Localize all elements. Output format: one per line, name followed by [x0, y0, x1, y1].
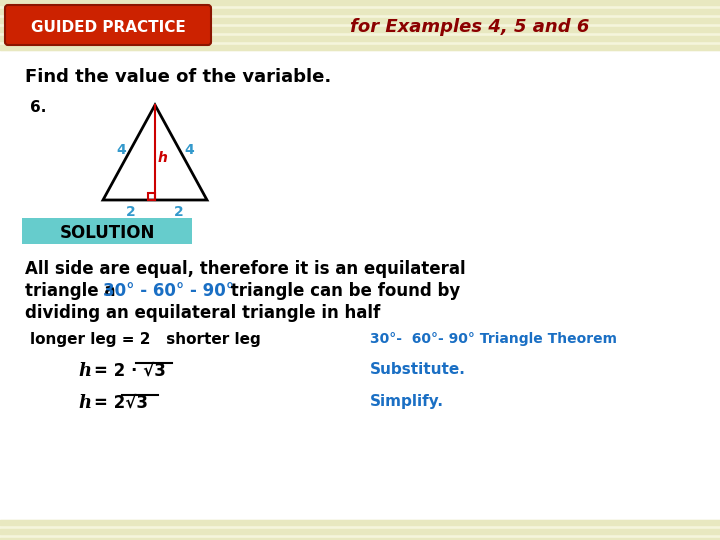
- Text: h: h: [158, 151, 168, 165]
- Text: 4: 4: [184, 144, 194, 158]
- Bar: [0, 45, 720, 50]
- Text: triangle can be found by: triangle can be found by: [225, 282, 460, 300]
- Text: h: h: [78, 394, 91, 412]
- Bar: [0, 9, 720, 14]
- Bar: [0, 538, 720, 540]
- Text: Find the value of the variable.: Find the value of the variable.: [25, 68, 331, 86]
- Text: 2: 2: [126, 205, 136, 219]
- Text: GUIDED PRACTICE: GUIDED PRACTICE: [31, 19, 185, 35]
- Text: for Examples 4, 5 and 6: for Examples 4, 5 and 6: [350, 18, 590, 36]
- Bar: [148, 193, 155, 200]
- Bar: [0, 0, 720, 5]
- Text: 6.: 6.: [30, 100, 46, 115]
- Text: longer leg = 2   shorter leg: longer leg = 2 shorter leg: [30, 332, 261, 347]
- Text: triangle a: triangle a: [25, 282, 121, 300]
- Text: Substitute.: Substitute.: [370, 362, 466, 377]
- Text: = 2√3: = 2√3: [94, 394, 148, 412]
- Text: 30°-  60°- 90° Triangle Theorem: 30°- 60°- 90° Triangle Theorem: [370, 332, 617, 346]
- Text: SOLUTION: SOLUTION: [59, 224, 155, 242]
- Text: All side are equal, therefore it is an equilateral: All side are equal, therefore it is an e…: [25, 260, 466, 278]
- Text: dividing an equilateral triangle in half: dividing an equilateral triangle in half: [25, 304, 380, 322]
- Bar: [0, 529, 720, 534]
- Bar: [0, 0, 720, 50]
- Bar: [0, 18, 720, 23]
- Text: 2: 2: [174, 205, 184, 219]
- Text: 30° - 60° - 90°: 30° - 60° - 90°: [103, 282, 234, 300]
- Bar: [0, 520, 720, 540]
- Text: h: h: [78, 362, 91, 380]
- Text: Simplify.: Simplify.: [370, 394, 444, 409]
- Bar: [0, 36, 720, 41]
- FancyBboxPatch shape: [5, 5, 211, 45]
- Text: 4: 4: [116, 144, 126, 158]
- Bar: [0, 27, 720, 32]
- FancyBboxPatch shape: [22, 218, 192, 244]
- Bar: [0, 520, 720, 525]
- Text: = 2 · √3: = 2 · √3: [94, 362, 166, 380]
